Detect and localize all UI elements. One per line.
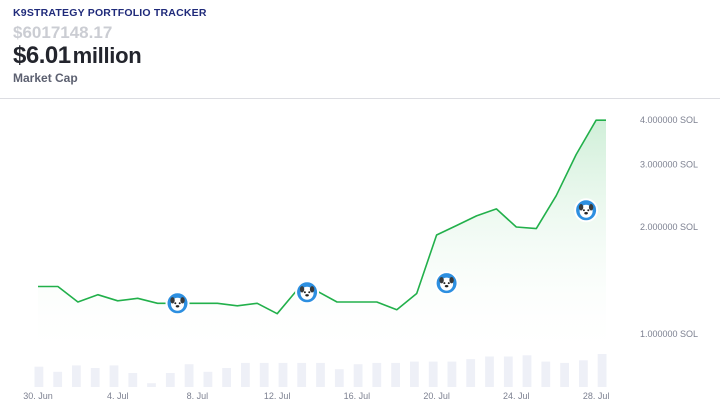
volume-bar xyxy=(447,361,457,387)
volume-bar xyxy=(34,366,44,387)
volume-bar xyxy=(297,362,307,387)
volume-bar xyxy=(72,365,81,387)
volume-bar xyxy=(391,362,400,387)
chart-svg[interactable]: 1.000000 SOL 2.000000 SOL 3.000000 SOL 4.00… xyxy=(0,99,720,405)
volume-bar xyxy=(560,362,569,387)
app-title: K9STRATEGY PORTFOLIO TRACKER xyxy=(13,7,207,19)
volume-bar xyxy=(334,369,344,387)
x-tick-label: 8. Jul xyxy=(187,391,209,401)
x-axis: 30. Jun 4. Jul 8. Jul 12. Jul 16. Jul 20. Jul… xyxy=(23,391,609,401)
volume-bar xyxy=(503,356,513,387)
volume-bar xyxy=(184,364,194,387)
y-tick-label: 4.000000 SOL xyxy=(640,115,698,125)
volume-bar xyxy=(222,368,231,387)
y-tick-label: 2.000000 SOL xyxy=(640,222,698,232)
volume-bar xyxy=(410,361,419,387)
x-tick-label: 20. Jul xyxy=(423,391,450,401)
headline-value: $6.01 xyxy=(13,42,71,69)
header-divider xyxy=(0,98,720,99)
x-tick-label: 4. Jul xyxy=(107,391,129,401)
trade-marker-icon[interactable] xyxy=(434,271,459,296)
market-cap-chart[interactable]: 1.000000 SOL 2.000000 SOL 3.000000 SOL 4.00… xyxy=(0,99,720,405)
volume-bar xyxy=(53,371,63,387)
x-tick-label: 12. Jul xyxy=(264,391,291,401)
x-tick-label: 24. Jul xyxy=(503,391,530,401)
trade-markers[interactable] xyxy=(165,198,599,316)
series-line-path xyxy=(38,119,606,315)
metric-label: Market Cap xyxy=(13,71,78,85)
raw-market-cap-value: $6017148.17 xyxy=(13,23,113,42)
y-tick-label: 3.000000 SOL xyxy=(640,160,698,170)
volume-bar xyxy=(466,359,476,387)
y-axis: 1.000000 SOL 2.000000 SOL 3.000000 SOL 4.00… xyxy=(640,115,698,339)
volume-bar xyxy=(485,356,494,387)
volume-bar xyxy=(165,373,175,387)
x-tick-label: 28. Jul xyxy=(583,391,610,401)
trade-marker-icon[interactable] xyxy=(295,280,320,305)
volume-bars xyxy=(34,354,607,387)
volume-bar xyxy=(522,355,532,387)
headline-unit: million xyxy=(72,43,142,68)
volume-bar xyxy=(278,362,288,387)
trade-marker-icon[interactable] xyxy=(574,198,599,223)
volume-bar xyxy=(541,361,551,387)
area-fill xyxy=(38,120,606,359)
volume-bar xyxy=(316,362,325,387)
volume-bar xyxy=(147,383,156,387)
headline-market-cap: $6.01 million xyxy=(13,42,142,70)
x-tick-label: 16. Jul xyxy=(344,391,371,401)
series-line xyxy=(38,119,606,315)
trade-marker-icon[interactable] xyxy=(165,291,190,316)
volume-bar xyxy=(109,365,119,387)
volume-bar xyxy=(90,368,100,387)
volume-bar xyxy=(203,371,213,387)
volume-bar xyxy=(259,362,269,387)
volume-bar xyxy=(128,373,138,387)
x-tick-label: 30. Jun xyxy=(23,391,53,401)
volume-bar xyxy=(241,362,250,387)
header: K9STRATEGY PORTFOLIO TRACKER $6017148.17… xyxy=(0,0,720,99)
volume-bar xyxy=(353,364,363,387)
volume-bar xyxy=(372,362,382,387)
volume-bar xyxy=(597,354,607,387)
series-area xyxy=(38,120,606,359)
volume-bar xyxy=(579,360,588,387)
volume-bar xyxy=(428,361,438,387)
y-tick-label: 1.000000 SOL xyxy=(640,329,698,339)
